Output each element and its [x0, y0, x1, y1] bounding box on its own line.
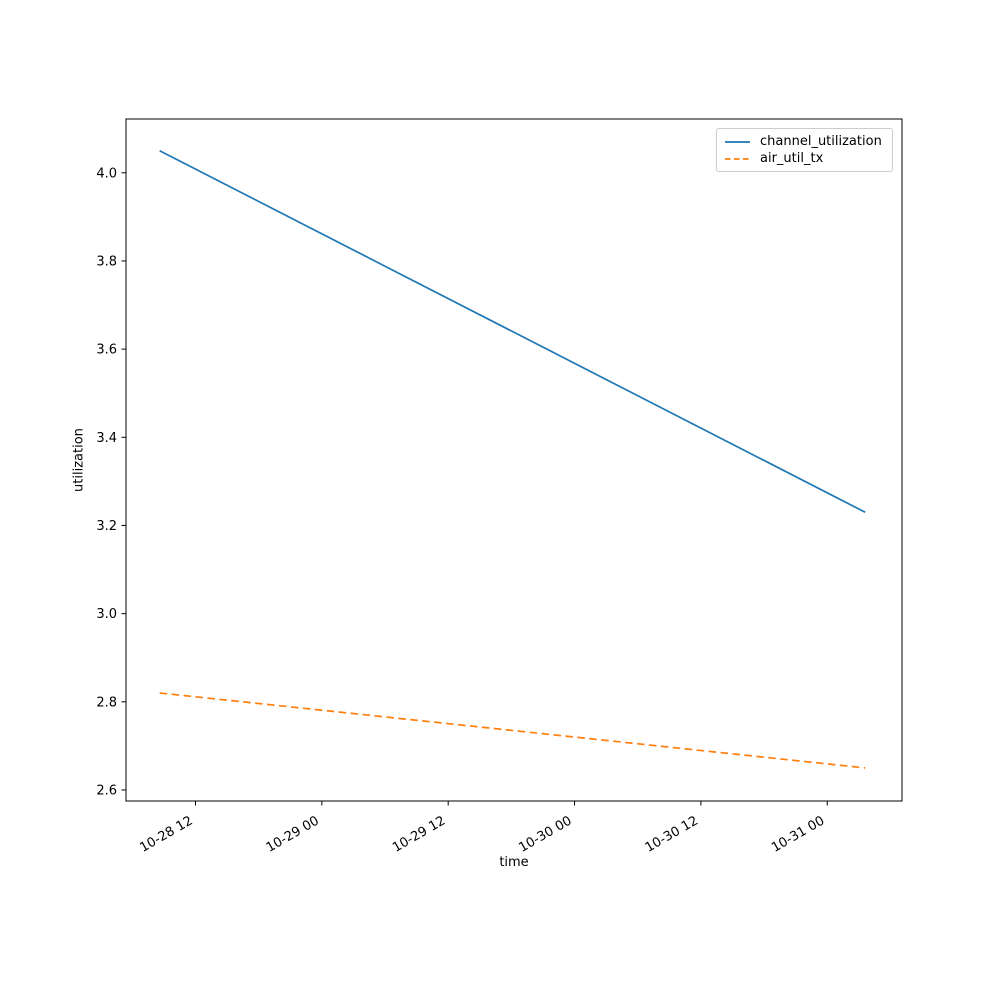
y-tick-label: 3.8 [96, 254, 117, 269]
series-line-channel_utilization [159, 149, 866, 513]
y-tick-label: 4.0 [96, 166, 117, 181]
y-tick-label: 3.2 [96, 519, 117, 534]
x-tick-label: 10-29 12 [390, 813, 448, 855]
x-tick-label: 10-29 00 [264, 813, 322, 855]
x-tick-label: 10-30 00 [516, 813, 574, 855]
legend-entry-channel-utilization: channel_utilization [724, 133, 885, 150]
y-tick-label: 2.8 [96, 695, 117, 710]
legend-solid-line-sample-icon [725, 140, 750, 143]
legend-entry-air-util-tx: air_util_tx [724, 150, 885, 167]
x-axis-title: time [499, 855, 529, 870]
y-tick-label: 3.6 [96, 343, 117, 358]
x-tick-label: 10-30 12 [643, 813, 701, 855]
y-tick-label: 3.4 [96, 431, 117, 446]
y-axis-title: utilization [71, 428, 87, 492]
series-line-air_util_tx [159, 692, 866, 769]
x-tick-label: 10-31 00 [769, 813, 827, 855]
legend-label-channel-utilization: channel_utilization [760, 134, 882, 149]
legend-dashed-line-sample-icon [725, 157, 750, 160]
x-tick-label: 10-28 12 [137, 813, 195, 855]
plot-border [125, 118, 903, 802]
y-tick-label: 2.6 [96, 783, 117, 798]
legend: channel_utilization air_util_tx [716, 128, 893, 172]
legend-label-air-util-tx: air_util_tx [760, 151, 824, 166]
y-tick-label: 3.0 [96, 607, 117, 622]
